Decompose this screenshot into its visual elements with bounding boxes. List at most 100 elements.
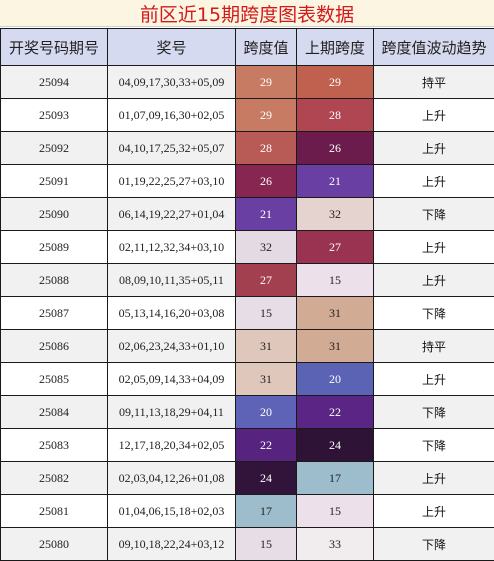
header-numbers: 奖号 (107, 28, 236, 66)
trend-cell: 上升 (373, 362, 494, 396)
previous-span-cell: 20 (296, 362, 374, 396)
header-trend: 跨度值波动趋势 (373, 28, 494, 66)
table-row: 25094 04,09,17,30,33+05,09 29 29 持平 (0, 65, 494, 99)
winning-numbers-cell: 08,09,10,11,35+05,11 (107, 263, 236, 297)
period-cell: 25082 (0, 461, 108, 495)
winning-numbers-cell: 12,17,18,20,34+02,05 (107, 428, 236, 462)
header-span: 跨度值 (235, 28, 297, 66)
previous-span-cell: 15 (296, 263, 374, 297)
span-value-cell: 24 (235, 461, 297, 495)
span-data-table: 开奖号码期号 奖号 跨度值 上期跨度 跨度值波动趋势 25094 04,09,17… (0, 28, 494, 561)
table-row: 25085 02,05,09,14,33+04,09 31 20 上升 (0, 362, 494, 396)
winning-numbers-cell: 04,10,17,25,32+05,07 (107, 131, 236, 165)
previous-span-cell: 21 (296, 164, 374, 198)
period-cell: 25086 (0, 329, 108, 363)
period-cell: 25084 (0, 395, 108, 429)
previous-span-cell: 22 (296, 395, 374, 429)
trend-cell: 下降 (373, 296, 494, 330)
winning-numbers-cell: 01,07,09,16,30+02,05 (107, 98, 236, 132)
trend-cell: 上升 (373, 230, 494, 264)
previous-span-cell: 26 (296, 131, 374, 165)
period-cell: 25094 (0, 65, 108, 99)
span-value-cell: 15 (235, 296, 297, 330)
table-row: 25090 06,14,19,22,27+01,04 21 32 下降 (0, 197, 494, 231)
winning-numbers-cell: 01,19,22,25,27+03,10 (107, 164, 236, 198)
span-value-cell: 29 (235, 98, 297, 132)
span-value-cell: 21 (235, 197, 297, 231)
span-value-cell: 31 (235, 329, 297, 363)
trend-cell: 下降 (373, 527, 494, 561)
previous-span-cell: 31 (296, 296, 374, 330)
header-period: 开奖号码期号 (0, 28, 108, 66)
span-value-cell: 31 (235, 362, 297, 396)
table-row: 25092 04,10,17,25,32+05,07 28 26 上升 (0, 131, 494, 165)
previous-span-cell: 29 (296, 65, 374, 99)
previous-span-cell: 32 (296, 197, 374, 231)
table-row: 25081 01,04,06,15,18+02,03 17 15 上升 (0, 494, 494, 528)
winning-numbers-cell: 06,14,19,22,27+01,04 (107, 197, 236, 231)
period-cell: 25080 (0, 527, 108, 561)
period-cell: 25083 (0, 428, 108, 462)
trend-cell: 下降 (373, 428, 494, 462)
previous-span-cell: 28 (296, 98, 374, 132)
winning-numbers-cell: 02,11,12,32,34+03,10 (107, 230, 236, 264)
winning-numbers-cell: 02,03,04,12,26+01,08 (107, 461, 236, 495)
period-cell: 25091 (0, 164, 108, 198)
span-value-cell: 29 (235, 65, 297, 99)
period-cell: 25081 (0, 494, 108, 528)
trend-cell: 持平 (373, 329, 494, 363)
period-cell: 25092 (0, 131, 108, 165)
span-value-cell: 32 (235, 230, 297, 264)
table-row: 25091 01,19,22,25,27+03,10 26 21 上升 (0, 164, 494, 198)
table-row: 25080 09,10,18,22,24+03,12 15 33 下降 (0, 527, 494, 561)
previous-span-cell: 15 (296, 494, 374, 528)
winning-numbers-cell: 09,11,13,18,29+04,11 (107, 395, 236, 429)
winning-numbers-cell: 02,06,23,24,33+01,10 (107, 329, 236, 363)
trend-cell: 下降 (373, 197, 494, 231)
table-row: 25088 08,09,10,11,35+05,11 27 15 上升 (0, 263, 494, 297)
trend-cell: 持平 (373, 65, 494, 99)
winning-numbers-cell: 02,05,09,14,33+04,09 (107, 362, 236, 396)
table-header-row: 开奖号码期号 奖号 跨度值 上期跨度 跨度值波动趋势 (0, 28, 494, 66)
winning-numbers-cell: 09,10,18,22,24+03,12 (107, 527, 236, 561)
period-cell: 25088 (0, 263, 108, 297)
span-value-cell: 28 (235, 131, 297, 165)
trend-cell: 下降 (373, 395, 494, 429)
header-prev-span: 上期跨度 (296, 28, 374, 66)
previous-span-cell: 31 (296, 329, 374, 363)
table-row: 25089 02,11,12,32,34+03,10 32 27 上升 (0, 230, 494, 264)
trend-cell: 上升 (373, 263, 494, 297)
period-cell: 25093 (0, 98, 108, 132)
previous-span-cell: 27 (296, 230, 374, 264)
table-row: 25082 02,03,04,12,26+01,08 24 17 上升 (0, 461, 494, 495)
table-row: 25084 09,11,13,18,29+04,11 20 22 下降 (0, 395, 494, 429)
span-value-cell: 22 (235, 428, 297, 462)
winning-numbers-cell: 01,04,06,15,18+02,03 (107, 494, 236, 528)
page-title: 前区近15期跨度图表数据 (0, 0, 494, 27)
winning-numbers-cell: 05,13,14,16,20+03,08 (107, 296, 236, 330)
previous-span-cell: 33 (296, 527, 374, 561)
trend-cell: 上升 (373, 461, 494, 495)
span-value-cell: 27 (235, 263, 297, 297)
trend-cell: 上升 (373, 98, 494, 132)
span-value-cell: 17 (235, 494, 297, 528)
period-cell: 25090 (0, 197, 108, 231)
previous-span-cell: 17 (296, 461, 374, 495)
period-cell: 25087 (0, 296, 108, 330)
table-row: 25083 12,17,18,20,34+02,05 22 24 下降 (0, 428, 494, 462)
span-value-cell: 15 (235, 527, 297, 561)
trend-cell: 上升 (373, 164, 494, 198)
table-row: 25093 01,07,09,16,30+02,05 29 28 上升 (0, 98, 494, 132)
period-cell: 25085 (0, 362, 108, 396)
table-body: 25094 04,09,17,30,33+05,09 29 29 持平 25093 01,0… (0, 65, 494, 561)
winning-numbers-cell: 04,09,17,30,33+05,09 (107, 65, 236, 99)
span-value-cell: 26 (235, 164, 297, 198)
previous-span-cell: 24 (296, 428, 374, 462)
trend-cell: 上升 (373, 131, 494, 165)
table-row: 25087 05,13,14,16,20+03,08 15 31 下降 (0, 296, 494, 330)
period-cell: 25089 (0, 230, 108, 264)
span-value-cell: 20 (235, 395, 297, 429)
table-row: 25086 02,06,23,24,33+01,10 31 31 持平 (0, 329, 494, 363)
trend-cell: 上升 (373, 494, 494, 528)
